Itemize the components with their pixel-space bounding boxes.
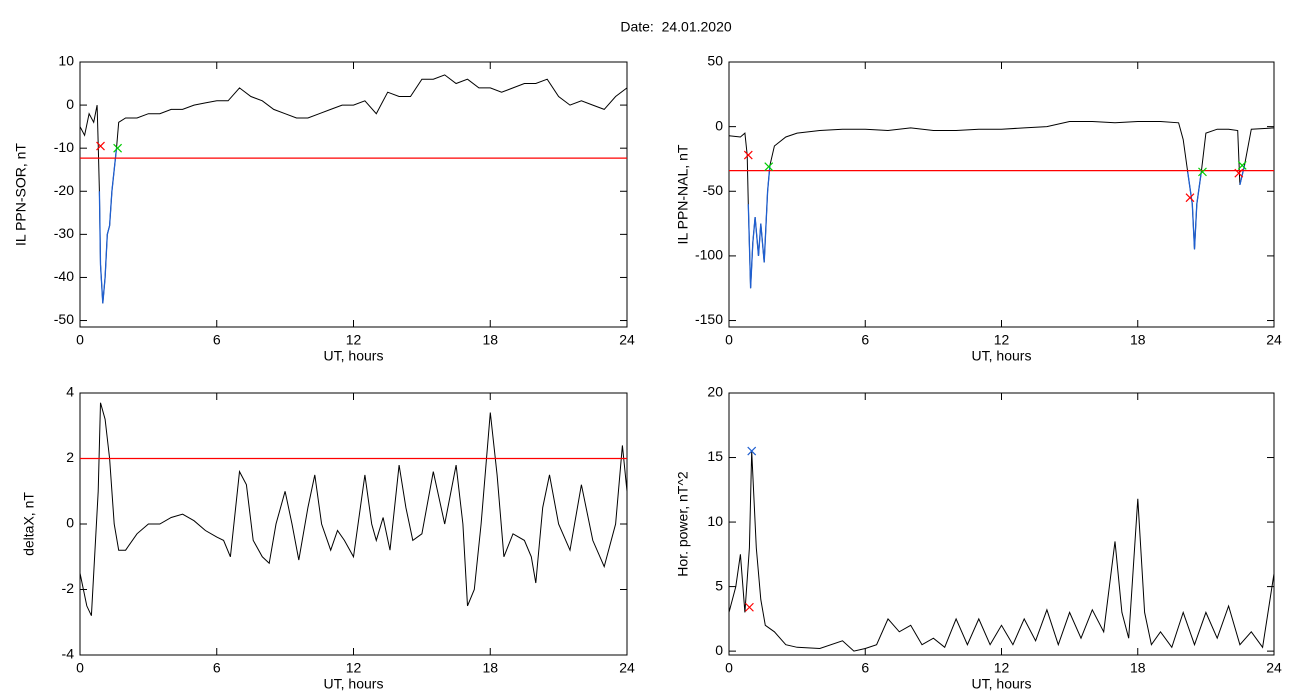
y-tick-label: -30 (54, 225, 74, 241)
y-axis-label: IL PPN-SOR, nT (13, 143, 29, 246)
marker (1234, 168, 1244, 178)
x-tick-label: 12 (994, 332, 1010, 348)
y-tick-label: -10 (54, 139, 74, 155)
plot-frame (728, 392, 1275, 656)
y-tick-label: -20 (54, 182, 74, 198)
x-axis-label: UT, hours (324, 348, 384, 364)
figure-title: Date: 24.01.2020 (620, 19, 732, 35)
x-tick-label: 12 (346, 660, 362, 676)
y-tick-label: 10 (707, 513, 723, 529)
data-line (747, 165, 1246, 289)
y-axis-label: IL PPN-NAL, nT (675, 144, 691, 244)
x-tick-label: 24 (619, 660, 635, 676)
y-tick-label: 20 (707, 384, 723, 400)
x-tick-label: 6 (213, 332, 221, 348)
y-tick-label: 0 (66, 515, 74, 531)
y-tick-label: -150 (695, 311, 723, 327)
x-tick-label: 0 (725, 660, 733, 676)
y-tick-label: 2 (66, 449, 74, 465)
y-tick-label: -2 (62, 580, 75, 596)
x-tick-label: 0 (76, 332, 84, 348)
x-tick-label: 18 (482, 332, 498, 348)
marker (1237, 160, 1247, 170)
data-line (728, 451, 1275, 652)
marker (1185, 193, 1195, 203)
y-tick-label: 15 (707, 448, 723, 464)
marker (764, 162, 774, 172)
marker (1198, 167, 1207, 177)
x-tick-label: 6 (861, 660, 869, 676)
x-tick-label: 24 (1266, 332, 1282, 348)
plot-frame (79, 61, 628, 328)
x-tick-label: 12 (994, 660, 1010, 676)
y-axis-label: deltaX, nT (21, 492, 37, 556)
y-tick-label: -100 (695, 247, 723, 263)
x-tick-label: 24 (1266, 660, 1282, 676)
x-axis-label: UT, hours (972, 348, 1032, 364)
x-axis-label: UT, hours (324, 676, 384, 692)
marker (745, 602, 754, 612)
y-tick-label: 4 (66, 384, 74, 400)
x-tick-label: 6 (861, 332, 869, 348)
plot-frame (79, 392, 628, 656)
marker (96, 141, 105, 151)
y-tick-label: -50 (703, 182, 723, 198)
x-tick-label: 24 (619, 332, 635, 348)
y-tick-label: 5 (715, 577, 723, 593)
x-tick-label: 18 (1130, 332, 1146, 348)
marker (743, 150, 753, 160)
x-tick-label: 0 (725, 332, 733, 348)
y-tick-label: 50 (707, 53, 723, 69)
y-tick-label: -50 (54, 311, 74, 327)
y-tick-label: 0 (715, 117, 723, 133)
x-tick-label: 18 (482, 660, 498, 676)
x-tick-label: 6 (213, 660, 221, 676)
data-line (79, 402, 628, 616)
data-line (98, 148, 118, 304)
x-axis-label: UT, hours (972, 676, 1032, 692)
y-axis-label: Hor. power, nT^2 (675, 471, 691, 577)
y-tick-label: -40 (54, 268, 74, 284)
marker (113, 143, 123, 153)
data-line (79, 74, 628, 304)
y-tick-label: 0 (66, 96, 74, 112)
y-tick-label: -4 (62, 646, 75, 662)
y-tick-label: 0 (715, 642, 723, 658)
marker (747, 446, 757, 456)
plot-frame (728, 61, 1275, 328)
y-tick-label: 10 (58, 53, 74, 69)
x-tick-label: 0 (76, 660, 84, 676)
x-tick-label: 12 (346, 332, 362, 348)
x-tick-label: 18 (1130, 660, 1146, 676)
